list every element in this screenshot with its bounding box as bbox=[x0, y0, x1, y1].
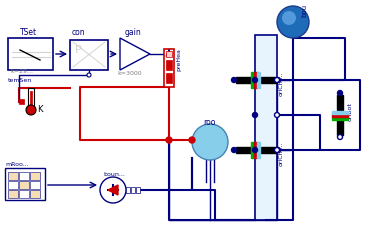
Text: oriChi...: oriChi... bbox=[279, 142, 284, 166]
Text: gain: gain bbox=[125, 28, 142, 37]
Text: P: P bbox=[75, 45, 82, 55]
Circle shape bbox=[282, 11, 296, 25]
Bar bbox=[30, 190, 40, 198]
Bar bbox=[236, 147, 251, 153]
Bar bbox=[236, 77, 251, 83]
Circle shape bbox=[275, 112, 280, 117]
Text: TSet: TSet bbox=[20, 28, 37, 37]
Bar bbox=[332, 117, 348, 120]
Bar bbox=[19, 181, 29, 189]
Circle shape bbox=[189, 137, 195, 143]
Polygon shape bbox=[120, 38, 150, 70]
Bar bbox=[30, 172, 40, 180]
Circle shape bbox=[276, 78, 280, 82]
Text: K: K bbox=[37, 105, 42, 114]
Circle shape bbox=[275, 78, 280, 82]
Bar bbox=[257, 142, 260, 158]
Bar bbox=[251, 142, 254, 158]
Bar bbox=[5, 168, 45, 200]
Bar bbox=[337, 120, 343, 135]
Bar bbox=[251, 72, 254, 88]
Bar bbox=[166, 73, 172, 83]
Text: roo: roo bbox=[203, 118, 215, 127]
Bar bbox=[254, 142, 257, 158]
Bar bbox=[261, 147, 276, 153]
Bar bbox=[136, 187, 140, 193]
Circle shape bbox=[276, 148, 280, 152]
Text: mRoo...: mRoo... bbox=[5, 162, 29, 167]
Text: k=3000: k=3000 bbox=[117, 71, 142, 76]
Circle shape bbox=[87, 73, 91, 77]
Text: boun...: boun... bbox=[103, 172, 125, 177]
Circle shape bbox=[337, 134, 343, 140]
Bar bbox=[8, 181, 18, 189]
Bar bbox=[257, 72, 260, 88]
Bar bbox=[337, 95, 343, 110]
Bar bbox=[28, 88, 34, 110]
Bar bbox=[19, 99, 24, 104]
Circle shape bbox=[337, 90, 343, 96]
Bar bbox=[332, 114, 348, 117]
Bar bbox=[70, 40, 108, 70]
Bar bbox=[261, 77, 276, 83]
Circle shape bbox=[166, 137, 172, 143]
Text: bou: bou bbox=[301, 4, 307, 17]
Text: preHea: preHea bbox=[176, 48, 181, 72]
Bar bbox=[8, 38, 53, 70]
Text: oriBot: oriBot bbox=[348, 102, 353, 121]
Circle shape bbox=[277, 6, 309, 38]
Circle shape bbox=[252, 148, 258, 152]
Circle shape bbox=[252, 78, 258, 82]
Bar bbox=[19, 190, 29, 198]
Bar bbox=[30, 181, 40, 189]
Circle shape bbox=[252, 112, 258, 117]
Polygon shape bbox=[108, 185, 118, 195]
Bar bbox=[19, 172, 29, 180]
Circle shape bbox=[26, 105, 36, 115]
Text: k=29...: k=29... bbox=[10, 69, 33, 74]
Circle shape bbox=[275, 148, 280, 152]
Bar bbox=[126, 187, 130, 193]
Text: temSen: temSen bbox=[8, 78, 32, 83]
Circle shape bbox=[231, 78, 237, 82]
Circle shape bbox=[192, 124, 228, 160]
Bar bbox=[164, 49, 174, 87]
Bar bbox=[166, 60, 172, 70]
Bar bbox=[8, 190, 18, 198]
Bar bbox=[332, 111, 348, 114]
Bar bbox=[166, 51, 172, 57]
Circle shape bbox=[231, 148, 237, 152]
Text: con: con bbox=[72, 28, 86, 37]
Bar bbox=[30, 91, 32, 107]
Bar bbox=[255, 35, 277, 220]
Bar bbox=[8, 172, 18, 180]
Bar bbox=[131, 187, 135, 193]
Text: oriChi...: oriChi... bbox=[279, 72, 284, 96]
Bar bbox=[254, 72, 257, 88]
Circle shape bbox=[100, 177, 126, 203]
